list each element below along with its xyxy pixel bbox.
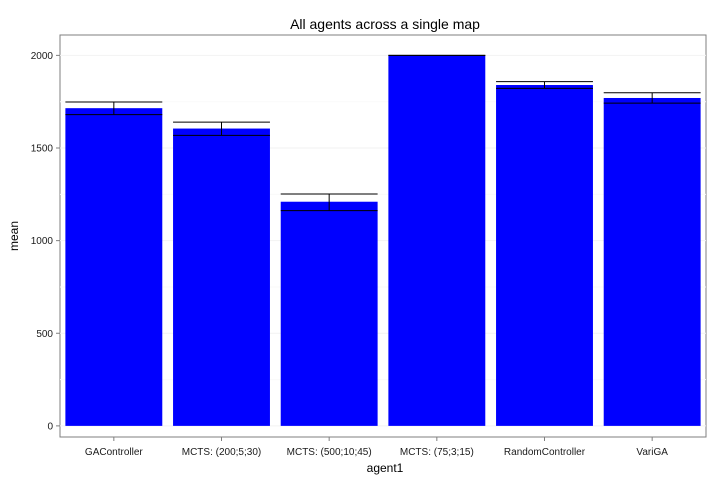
y-tick-label: 1500 — [31, 144, 54, 155]
x-tick-label: MCTS: (75;3;15) — [400, 447, 474, 458]
x-tick-label: VariGA — [636, 447, 668, 458]
x-axis-title: agent1 — [367, 461, 404, 475]
x-tick-label: RandomController — [504, 447, 586, 458]
y-axis: 0 500 1000 1500 2000 — [31, 51, 60, 432]
bar — [65, 108, 163, 426]
y-tick-label: 500 — [36, 329, 53, 340]
x-tick-label: MCTS: (500;10;45) — [287, 447, 372, 458]
bar — [603, 97, 701, 426]
error-bars — [65, 54, 701, 212]
y-tick-label: 0 — [47, 421, 53, 432]
x-tick-label: MCTS: (200;5;30) — [182, 447, 261, 458]
y-tick-label: 2000 — [31, 51, 54, 62]
x-tick-label: GAController — [85, 447, 143, 458]
plot-panel-border — [59, 34, 707, 438]
y-tick-label: 1000 — [31, 236, 54, 247]
bar — [280, 201, 378, 426]
chart-title: All agents across a single map — [290, 16, 480, 32]
x-axis: GAController MCTS: (200;5;30) MCTS: (500;1… — [85, 437, 668, 458]
bars — [65, 55, 701, 426]
gridlines — [60, 54, 706, 427]
y-axis-title: mean — [7, 221, 21, 251]
bar — [496, 85, 593, 426]
bar — [388, 55, 486, 426]
bar — [173, 128, 270, 426]
